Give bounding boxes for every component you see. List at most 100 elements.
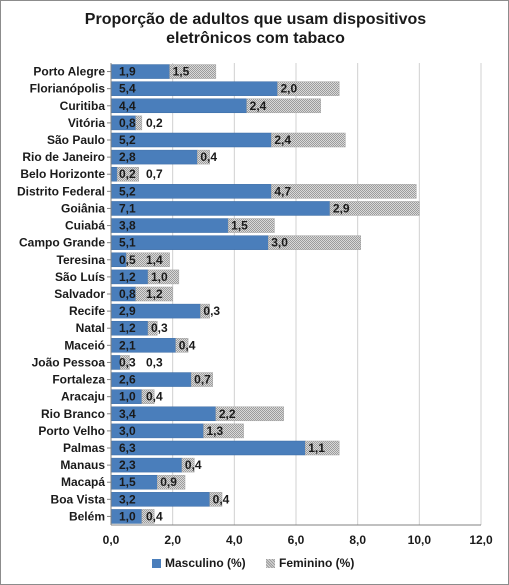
data-label-masculino: 2,1	[119, 338, 136, 352]
bar-feminino	[169, 64, 217, 79]
data-label-masculino: 3,2	[119, 492, 136, 506]
y-category-label: Cuiabá	[65, 219, 105, 233]
bar-feminino	[209, 492, 223, 507]
data-label-feminino: 2,0	[281, 82, 298, 96]
data-label-masculino: 3,0	[119, 424, 136, 438]
data-label-feminino: 1,5	[231, 219, 248, 233]
bar-feminino	[329, 201, 420, 216]
data-label-masculino: 1,5	[119, 475, 136, 489]
x-tick-label: 4,0	[226, 533, 243, 547]
data-label-feminino: 0,3	[151, 321, 168, 335]
data-label-feminino: 4,7	[274, 184, 291, 198]
bar-masculino	[110, 440, 306, 456]
bar-feminino	[271, 184, 417, 199]
legend-swatch-feminino	[266, 558, 275, 568]
bar-feminino	[181, 457, 195, 473]
bar-feminino	[305, 440, 340, 456]
bar-feminino	[215, 406, 284, 422]
bar-feminino	[135, 286, 173, 302]
data-label-feminino: 2,4	[250, 99, 267, 113]
bar-feminino	[147, 269, 180, 285]
data-label-masculino: 7,1	[119, 201, 136, 215]
data-label-masculino: 1,0	[119, 509, 136, 523]
data-label-feminino: 0,4	[185, 458, 202, 472]
data-label-feminino: 1,2	[146, 287, 163, 301]
y-category-label: Distrito Federal	[17, 184, 105, 198]
y-category-label: Salvador	[54, 287, 105, 301]
x-tick-label: 8,0	[349, 533, 366, 547]
y-category-label: São Paulo	[47, 133, 105, 147]
bar-feminino	[277, 81, 340, 96]
x-tick-label: 12,0	[469, 533, 493, 547]
data-label-feminino: 1,5	[173, 65, 190, 79]
x-tick-label: 10,0	[408, 533, 432, 547]
bar-feminino	[175, 338, 189, 353]
data-label-masculino: 0,5	[119, 253, 136, 267]
y-category-label: Recife	[69, 304, 105, 318]
y-category-label: Macapá	[61, 475, 105, 489]
bar-feminino	[268, 235, 361, 250]
data-label-masculino: 3,8	[119, 219, 136, 233]
data-label-feminino: 0,4	[200, 150, 217, 164]
y-category-label: Porto Alegre	[33, 65, 105, 79]
data-label-masculino: 1,2	[119, 321, 136, 335]
legend-item-feminino: Feminino (%)	[266, 553, 354, 573]
bar-masculino	[110, 201, 331, 216]
data-label-feminino: 0,4	[146, 390, 163, 404]
data-label-masculino: 5,1	[119, 236, 136, 250]
y-category-label: Porto Velho	[38, 424, 105, 438]
x-tick-label: 2,0	[164, 533, 181, 547]
data-label-masculino: 0,3	[119, 355, 136, 369]
data-label-masculino: 4,4	[119, 99, 136, 113]
y-category-label: João Pessoa	[32, 355, 106, 369]
y-category-label: Rio de Janeiro	[22, 150, 105, 164]
data-label-masculino: 2,8	[119, 150, 136, 164]
data-label-feminino: 2,9	[333, 201, 350, 215]
bar-feminino	[271, 132, 346, 148]
data-label-feminino: 2,2	[219, 407, 236, 421]
data-label-masculino: 2,6	[119, 373, 136, 387]
legend-item-masculino: Masculino (%)	[152, 553, 246, 573]
data-label-feminino: 0,2	[146, 116, 163, 130]
chart-title: Proporção de adultos que usam dispositiv…	[41, 10, 470, 48]
bar-masculino	[110, 166, 118, 182]
y-category-label: Fortaleza	[52, 373, 105, 387]
chart-title-line-2: eletrônicos com tabaco	[166, 30, 345, 47]
bar-feminino	[157, 474, 186, 490]
data-label-feminino: 0,3	[203, 304, 220, 318]
legend-label-masculino: Masculino (%)	[165, 556, 246, 570]
bar-feminino	[190, 372, 214, 387]
data-label-masculino: 0,2	[119, 167, 136, 181]
y-category-label: Curitiba	[60, 99, 106, 113]
bar-feminino	[200, 303, 210, 319]
y-category-label: Vitória	[68, 116, 105, 130]
data-label-masculino: 1,9	[119, 65, 136, 79]
y-category-label: Maceió	[64, 338, 105, 352]
y-category-label: Natal	[76, 321, 105, 335]
data-label-feminino: 3,0	[271, 236, 288, 250]
y-category-label: Belo Horizonte	[20, 167, 105, 181]
y-category-label: São Luís	[55, 270, 105, 284]
bar-feminino	[120, 355, 130, 370]
y-category-label: Rio Branco	[41, 407, 105, 421]
data-label-masculino: 5,2	[119, 184, 136, 198]
data-label-masculino: 3,4	[119, 407, 136, 421]
x-tick-label: 6,0	[288, 533, 305, 547]
data-label-masculino: 6,3	[119, 441, 136, 455]
y-category-label: Goiânia	[61, 201, 105, 215]
data-label-masculino: 1,2	[119, 270, 136, 284]
data-label-masculino: 2,9	[119, 304, 136, 318]
data-label-masculino: 2,3	[119, 458, 136, 472]
data-label-feminino: 0,9	[160, 475, 177, 489]
y-category-label: Aracaju	[61, 390, 105, 404]
legend: Masculino (%) Feminino (%)	[0, 553, 509, 573]
data-label-feminino: 0,4	[146, 509, 163, 523]
bar-feminino	[135, 115, 143, 131]
bar-masculino	[110, 81, 278, 96]
chart-title-line-1: Proporção de adultos que usam dispositiv…	[84, 11, 427, 28]
bar-feminino	[126, 252, 170, 268]
bar-feminino	[141, 389, 155, 404]
data-label-masculino: 5,2	[119, 133, 136, 147]
